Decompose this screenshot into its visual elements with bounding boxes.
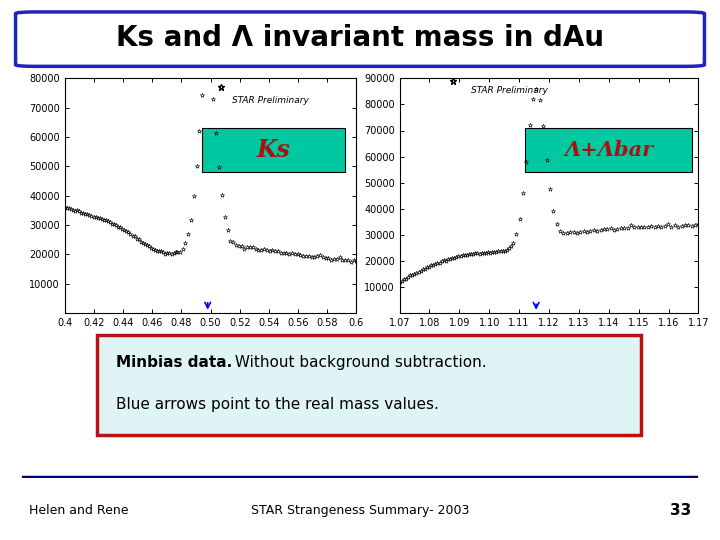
Text: Minbias data.: Minbias data. (116, 355, 233, 370)
X-axis label: m  (GeV/c²): m (GeV/c²) (179, 334, 243, 343)
FancyBboxPatch shape (525, 127, 693, 172)
X-axis label: m (GeV/c²): m (GeV/c²) (518, 334, 580, 343)
FancyBboxPatch shape (16, 12, 704, 66)
Text: Without background subtraction.: Without background subtraction. (230, 355, 487, 370)
Text: STAR Preliminary: STAR Preliminary (472, 86, 548, 95)
Text: STAR Strangeness Summary- 2003: STAR Strangeness Summary- 2003 (251, 504, 469, 517)
FancyBboxPatch shape (97, 335, 641, 435)
Text: Ks: Ks (256, 138, 290, 162)
Text: Helen and Rene: Helen and Rene (29, 504, 128, 517)
Text: Λ+Λbar: Λ+Λbar (564, 140, 653, 160)
Text: STAR Preliminary: STAR Preliminary (233, 96, 310, 105)
Text: 33: 33 (670, 503, 691, 518)
Text: Ks and Λ invariant mass in dAu: Ks and Λ invariant mass in dAu (116, 24, 604, 52)
Text: Blue arrows point to the real mass values.: Blue arrows point to the real mass value… (116, 397, 439, 412)
FancyBboxPatch shape (202, 127, 345, 172)
